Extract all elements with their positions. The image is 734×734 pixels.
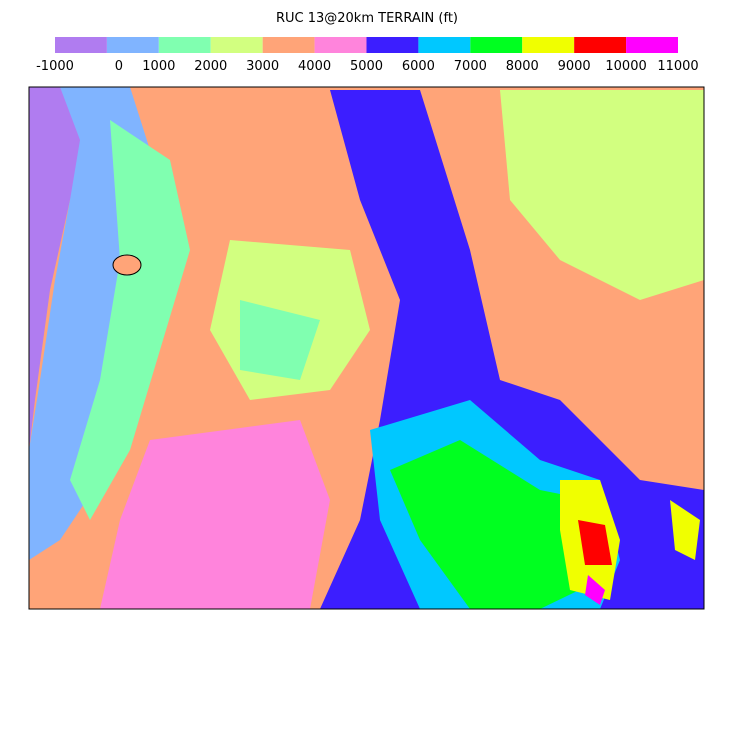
colorbar-swatch <box>418 37 471 53</box>
peaks <box>390 440 600 609</box>
summits-east <box>670 500 700 560</box>
top-summits <box>578 520 612 565</box>
colorbar-label: 7000 <box>454 59 487 74</box>
colorbar: -1000 0 1000 2000 3000 4000 5000 6000 7000 8000 90… <box>36 37 699 74</box>
basin <box>240 300 320 380</box>
highland <box>100 420 330 609</box>
colorbar-swatch <box>626 37 678 53</box>
volcano <box>112 254 142 276</box>
colorbar-label: 4000 <box>298 59 331 74</box>
colorbar-label: 8000 <box>506 59 539 74</box>
highest <box>585 575 605 605</box>
colorbar-label: 10000 <box>605 59 646 74</box>
colorbar-swatch <box>55 37 107 53</box>
colorbar-swatch <box>262 37 315 53</box>
colorbar-label: 9000 <box>558 59 591 74</box>
title: RUC 13@20km TERRAIN (ft) <box>276 11 458 26</box>
colorbar-swatch <box>158 37 211 53</box>
colorbar-label: -1000 <box>36 59 74 74</box>
plains <box>500 90 704 300</box>
colorbar-swatch <box>210 37 263 53</box>
colorbar-label: 1000 <box>142 59 175 74</box>
colorbar-swatch <box>522 37 575 53</box>
map-frame <box>28 86 705 610</box>
colorbar-swatch <box>314 37 367 53</box>
colorbar-label: 11000 <box>657 59 698 74</box>
colorbar-label: 3000 <box>246 59 279 74</box>
colorbar-swatch <box>574 37 627 53</box>
terrain-map <box>28 86 705 610</box>
colorbar-label: 6000 <box>402 59 435 74</box>
colorbar-label: 2000 <box>194 59 227 74</box>
colorbar-swatch <box>470 37 523 53</box>
colorbar-label: 5000 <box>350 59 383 74</box>
colorbar-swatch <box>106 37 159 53</box>
colorbar-swatch <box>366 37 419 53</box>
valley <box>70 120 190 520</box>
ocean <box>29 87 120 450</box>
colorbar-label: 0 <box>115 59 123 74</box>
